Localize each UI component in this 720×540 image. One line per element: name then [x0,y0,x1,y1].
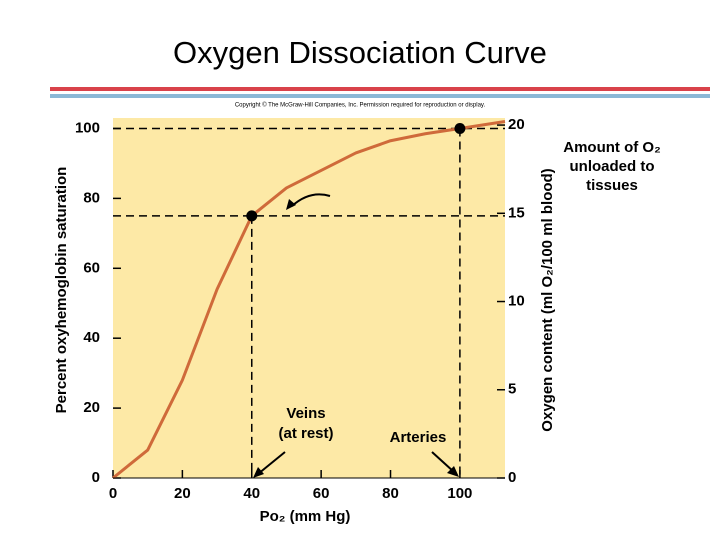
annotation: Arteries [390,429,447,446]
y2-tick-label: 5 [508,381,516,398]
arrow [291,193,331,207]
y2-tick-label: 20 [508,116,525,133]
copyright: Copyright © The McGraw-Hill Companies, I… [235,102,486,109]
arrow [431,451,455,473]
annotation: Veins [286,405,325,422]
plot [112,118,506,480]
y-axis-label: Percent oxyhemoglobin saturation [53,167,70,414]
annotation: (at rest) [278,425,333,442]
x-tick-label: 80 [382,485,399,502]
x-axis-label: Po₂ (mm Hg) [260,508,351,525]
y2-axis-label: Oxygen content (ml O₂/100 ml blood) [539,168,556,431]
y-tick-label: 40 [83,329,100,346]
title: Oxygen Dissociation Curve [173,35,547,70]
arrow-head [286,199,296,210]
annotation: Amount of O₂ [563,139,660,156]
y-tick-label: 20 [83,399,100,416]
arrow [257,451,286,475]
x-tick-label: 20 [174,485,191,502]
y2-tick-label: 0 [508,469,516,486]
y2-tick-label: 15 [508,204,525,221]
arrow-head [253,467,264,478]
arrow-head [447,466,459,477]
x-tick-label: 40 [243,485,260,502]
x-tick-label: 0 [109,485,117,502]
y-tick-label: 60 [83,259,100,276]
y-tick-label: 80 [83,189,100,206]
point [246,210,258,222]
y-tick-label: 100 [75,119,100,136]
x-tick-label: 60 [313,485,330,502]
y-tick-label: 0 [92,469,100,486]
annotation: tissues [586,177,638,194]
curve [112,120,506,480]
x-tick-label: 100 [447,485,472,502]
point [454,122,466,134]
y2-tick-label: 10 [508,292,525,309]
annotation: unloaded to [570,158,655,175]
